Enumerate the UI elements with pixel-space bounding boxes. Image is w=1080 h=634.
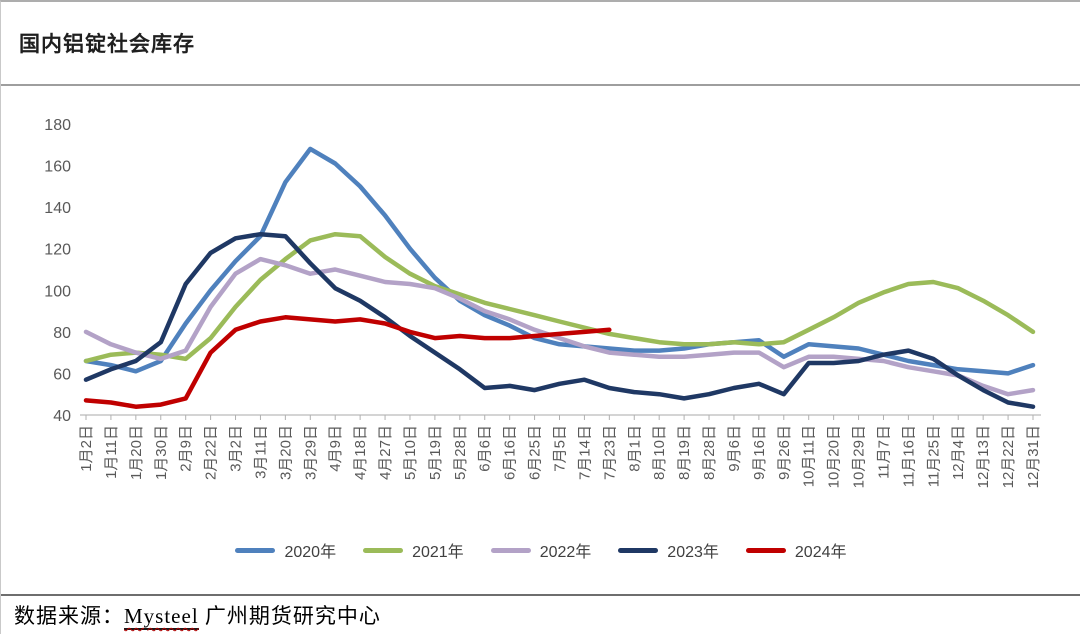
x-axis-label: 3月11日 bbox=[252, 425, 269, 479]
legend-swatch-2022 bbox=[490, 547, 531, 553]
legend-item-2021: 2021年 bbox=[363, 538, 464, 562]
legend-swatch-2020 bbox=[235, 547, 276, 553]
x-axis-label: 1月30日 bbox=[153, 425, 170, 480]
y-axis-tick-label: 160 bbox=[44, 159, 71, 176]
x-axis-label: 4月9日 bbox=[327, 425, 344, 472]
x-axis-label: 12月22日 bbox=[1000, 425, 1017, 488]
legend-label: 2020年 bbox=[284, 544, 337, 561]
x-axis-label: 8月10日 bbox=[651, 425, 668, 480]
x-axis-label: 10月11日 bbox=[801, 425, 818, 487]
x-axis-label: 12月31日 bbox=[1025, 425, 1042, 488]
inventory-chart: 40 60 80 100 120 140 160 180 1月2日 1月11日 1月20日 1月30日… bbox=[1, 87, 1080, 532]
series-line-2020 bbox=[83, 146, 1036, 376]
x-axis-label: 2月22日 bbox=[203, 425, 220, 480]
data-source-org: 广州期货研究中心 bbox=[198, 604, 381, 628]
x-axis-label: 7月5日 bbox=[551, 425, 568, 472]
x-axis-label: 11月25日 bbox=[925, 425, 942, 487]
x-axis-label: 8月19日 bbox=[676, 425, 693, 480]
x-axis-label: 3月20日 bbox=[277, 425, 294, 480]
x-axis-label: 5月10日 bbox=[402, 425, 419, 480]
x-axis-label: 6月25日 bbox=[527, 425, 544, 480]
legend-label: 2023年 bbox=[667, 544, 719, 561]
series-line-2021 bbox=[83, 231, 1036, 364]
y-axis-tick-label: 140 bbox=[44, 200, 71, 217]
legend-swatch-2021 bbox=[363, 547, 404, 553]
footer-divider bbox=[1, 594, 1080, 596]
x-axis-label: 2月9日 bbox=[178, 425, 195, 472]
x-axis-label: 6月6日 bbox=[477, 425, 494, 472]
x-axis-label: 8月1日 bbox=[626, 425, 643, 472]
legend-swatch-2023 bbox=[618, 547, 659, 553]
legend-label: 2021年 bbox=[412, 544, 464, 561]
x-axis-label: 1月2日 bbox=[78, 425, 95, 472]
chart-canvas: 40 60 80 100 120 140 160 180 1月2日 1月11日 1月20日 1月30日… bbox=[44, 117, 1042, 488]
data-source-prefix: 数据来源： bbox=[14, 604, 124, 628]
x-axis-label: 10月20日 bbox=[826, 425, 843, 488]
x-axis-label: 9月26日 bbox=[776, 425, 793, 480]
legend-swatch-2024 bbox=[745, 547, 786, 553]
y-axis-tick-label: 180 bbox=[44, 117, 71, 134]
x-axis-label: 11月16日 bbox=[900, 425, 917, 487]
x-axis-label: 3月2日 bbox=[228, 425, 245, 472]
x-axis-label: 10月29日 bbox=[851, 425, 868, 488]
legend-item-2023: 2023年 bbox=[618, 538, 719, 562]
x-axis-label: 8月28日 bbox=[701, 425, 718, 480]
legend-label: 2024年 bbox=[794, 544, 847, 561]
x-axis-label: 1月20日 bbox=[128, 425, 145, 480]
y-axis-tick-label: 60 bbox=[53, 366, 71, 383]
y-axis-tick-label: 100 bbox=[44, 283, 71, 300]
page-title: 国内铝锭社会库存 bbox=[19, 33, 195, 56]
chart-legend: 2020年 2021年 2022年 2023年 2024年 bbox=[1, 538, 1080, 562]
data-source-note: 数据来源：Mysteel 广州期货研究中心 bbox=[14, 600, 381, 630]
title-divider bbox=[1, 84, 1080, 86]
x-axis-label: 6月16日 bbox=[502, 425, 519, 480]
x-axis-label: 5月19日 bbox=[427, 425, 444, 480]
legend-label: 2022年 bbox=[539, 544, 592, 561]
title-bar: 国内铝锭社会库存 bbox=[1, 2, 1080, 84]
x-axis-label: 4月27日 bbox=[377, 425, 394, 480]
legend-item-2022: 2022年 bbox=[490, 538, 592, 562]
x-axis-label: 9月16日 bbox=[751, 425, 768, 480]
x-axis-label: 5月28日 bbox=[452, 425, 469, 480]
y-axis-tick-label: 120 bbox=[44, 242, 71, 259]
x-axis-label: 11月7日 bbox=[875, 425, 892, 479]
series-line-2024 bbox=[83, 315, 612, 409]
legend-item-2024: 2024年 bbox=[745, 538, 847, 562]
series-line-2023 bbox=[83, 231, 1036, 409]
series-line-2022 bbox=[83, 256, 1036, 397]
y-axis-tick-label: 80 bbox=[53, 325, 71, 342]
x-axis-label: 7月23日 bbox=[601, 425, 618, 480]
y-axis-tick-label: 40 bbox=[53, 408, 71, 425]
x-axis-label: 12月4日 bbox=[950, 425, 967, 480]
x-axis-label: 3月29日 bbox=[302, 425, 319, 480]
x-axis-label: 12月13日 bbox=[975, 425, 992, 488]
x-axis-label: 7月14日 bbox=[576, 425, 593, 480]
x-axis-label: 9月6日 bbox=[726, 425, 743, 472]
x-axis-label: 1月11日 bbox=[103, 425, 120, 479]
legend-item-2020: 2020年 bbox=[235, 538, 336, 562]
x-axis-label: 4月18日 bbox=[352, 425, 369, 480]
data-source-name: Mysteel bbox=[124, 604, 199, 630]
